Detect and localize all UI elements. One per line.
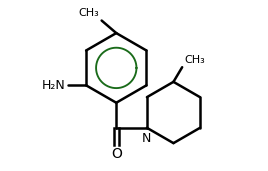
Text: H₂N: H₂N xyxy=(42,79,65,92)
Text: O: O xyxy=(111,147,122,161)
Text: N: N xyxy=(142,132,152,145)
Text: CH₃: CH₃ xyxy=(184,55,205,65)
Text: CH₃: CH₃ xyxy=(78,8,99,18)
